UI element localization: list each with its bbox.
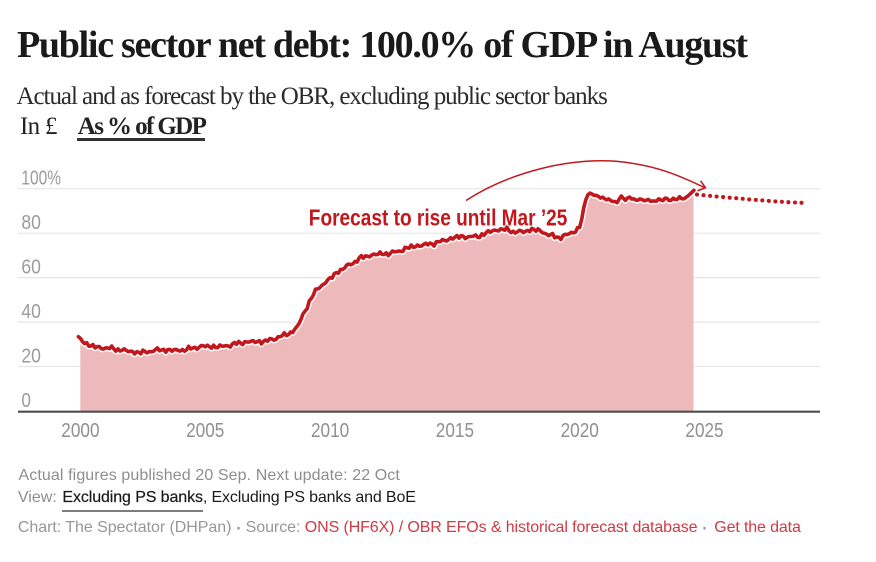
svg-text:2020: 2020	[561, 420, 599, 442]
svg-text:Forecast to rise until Mar ’25: Forecast to rise until Mar ’25	[309, 205, 568, 231]
svg-text:80: 80	[21, 212, 41, 234]
svg-text:0: 0	[21, 390, 31, 412]
svg-text:2010: 2010	[311, 420, 349, 442]
svg-text:2005: 2005	[186, 420, 224, 442]
svg-text:60: 60	[21, 257, 41, 279]
svg-text:2000: 2000	[61, 420, 99, 442]
svg-text:2025: 2025	[685, 420, 723, 442]
svg-text:40: 40	[21, 301, 41, 323]
svg-text:20: 20	[21, 345, 41, 367]
svg-text:100%: 100%	[21, 168, 61, 190]
svg-text:2015: 2015	[436, 420, 474, 442]
